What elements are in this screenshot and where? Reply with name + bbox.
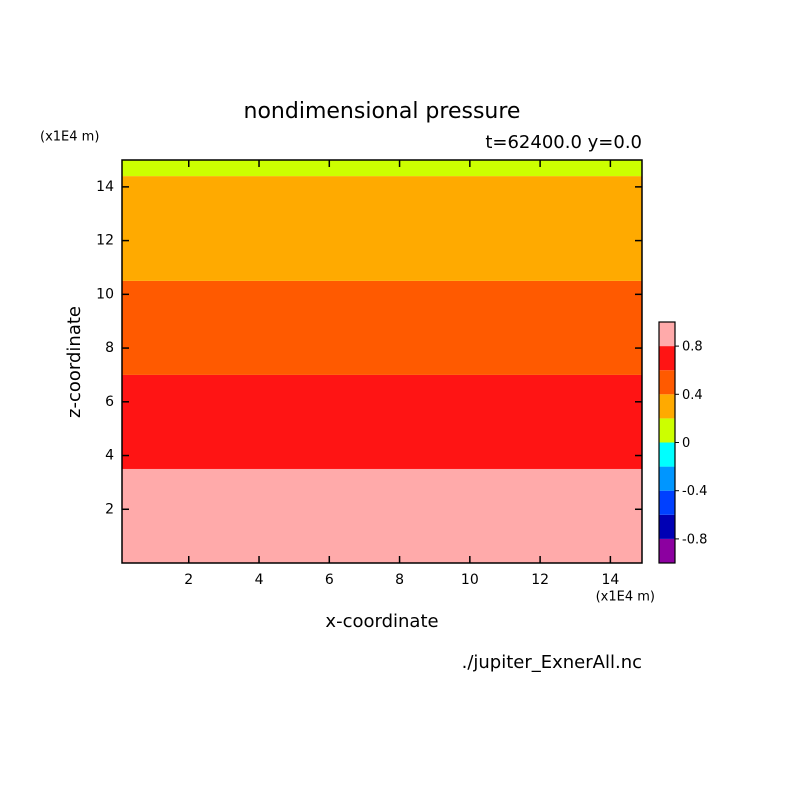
- plot-frame: [121, 159, 643, 564]
- chart-title: nondimensional pressure: [244, 99, 521, 124]
- x-axis-label: x-coordinate: [325, 611, 438, 632]
- colorbar-segment: [659, 466, 675, 491]
- contour-band: [122, 374, 642, 469]
- y-tick-label: 8: [105, 340, 114, 356]
- contour-band: [122, 176, 642, 281]
- colorbar-segment: [659, 442, 675, 467]
- x-tick-label: 4: [255, 572, 264, 588]
- y-tick-label: 6: [105, 394, 114, 410]
- colorbar-segment: [659, 514, 675, 539]
- y-unit: (x1E4 m): [40, 130, 99, 145]
- x-tick-label: 2: [184, 572, 193, 588]
- x-tick-label: 10: [461, 572, 479, 588]
- x-tick-label: 12: [531, 572, 549, 588]
- colorbar-tick-label: -0.8: [682, 532, 707, 547]
- y-tick-label: 2: [105, 501, 114, 517]
- colorbar-segment: [659, 394, 675, 419]
- colorbar-segment: [659, 370, 675, 395]
- colorbar-tick-label: 0: [682, 436, 690, 451]
- colorbar-tick-label: 0.8: [682, 340, 703, 355]
- contour-band: [122, 468, 642, 563]
- y-tick-label: 14: [96, 179, 114, 195]
- colorbar-segment: [659, 490, 675, 515]
- contour-band: [122, 160, 642, 177]
- y-axis-label: z-coordinate: [64, 306, 85, 418]
- contour-band: [122, 280, 642, 375]
- x-tick-label: 8: [395, 572, 404, 588]
- y-tick-label: 4: [105, 448, 114, 464]
- x-tick-label: 14: [601, 572, 619, 588]
- colorbar-tick-label: -0.4: [682, 484, 707, 499]
- source-label: ./jupiter_ExnerAll.nc: [462, 652, 642, 673]
- colorbar-segment: [659, 418, 675, 443]
- colorbar-segment: [659, 322, 675, 347]
- x-tick-label: 6: [325, 572, 334, 588]
- colorbar-tick-label: 0.4: [682, 388, 703, 403]
- x-unit: (x1E4 m): [596, 590, 655, 605]
- y-tick-label: 12: [96, 233, 114, 249]
- colorbar-segment: [659, 538, 675, 563]
- chart-subtitle: t=62400.0 y=0.0: [485, 132, 642, 153]
- y-tick-label: 10: [96, 286, 114, 302]
- colorbar-segment: [659, 346, 675, 371]
